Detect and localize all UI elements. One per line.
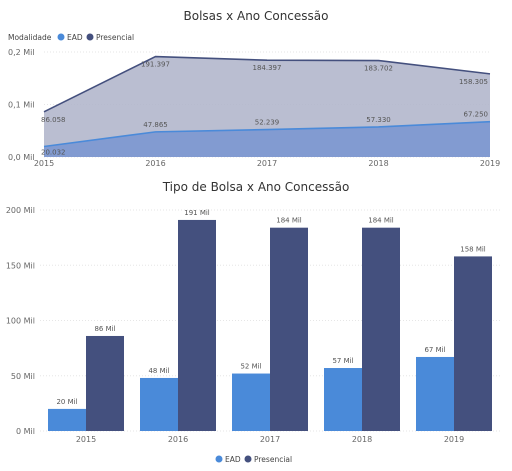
chart1-legend-title: Modalidade <box>8 33 52 42</box>
chart1-data-label-ead: 52.239 <box>255 119 280 127</box>
chart2-y-tick: 200 Mil <box>6 206 35 215</box>
chart2-y-tick: 150 Mil <box>6 261 35 270</box>
chart2-x-tick: 2018 <box>352 435 372 444</box>
chart2-data-label-presencial: 191 Mil <box>184 209 210 217</box>
chart2-legend-ead-marker <box>216 456 223 463</box>
chart2-legend-presencial-marker <box>245 456 252 463</box>
chart1-data-label-ead: 47.865 <box>143 121 168 129</box>
chart2-bar-presencial <box>178 220 216 431</box>
chart1-legend-ead: EAD <box>67 33 83 42</box>
chart2-y-tick: 50 Mil <box>11 372 35 381</box>
chart2-data-label-presencial: 184 Mil <box>368 217 394 225</box>
chart1-x-tick: 2016 <box>145 159 165 168</box>
chart2-legend-presencial: Presencial <box>254 455 292 464</box>
chart2-data-label-ead: 67 Mil <box>424 346 445 354</box>
chart1-title: Bolsas x Ano Concessão <box>184 9 329 23</box>
chart1-data-label-presencial: 191.397 <box>141 61 170 69</box>
chart2-y-tick: 0 Mil <box>16 427 35 436</box>
chart1-data-label-ead: 67.250 <box>464 111 489 119</box>
chart1-legend-presencial-marker <box>87 34 94 41</box>
chart2-data-label-ead: 57 Mil <box>332 357 353 365</box>
chart2-bar-ead <box>232 374 270 431</box>
chart2-bar-presencial <box>86 336 124 431</box>
chart2-bar-presencial <box>362 228 400 431</box>
chart1-x-tick: 2018 <box>368 159 388 168</box>
chart1-y-tick: 0,1 Mil <box>8 101 35 110</box>
chart1-data-label-presencial: 86.058 <box>41 116 66 124</box>
chart2-title: Tipo de Bolsa x Ano Concessão <box>162 180 350 194</box>
chart2-legend-ead: EAD <box>225 455 241 464</box>
chart1-data-label-ead: 20.032 <box>41 148 66 156</box>
chart2-bar-ead <box>48 409 86 431</box>
chart2-x-tick: 2015 <box>76 435 96 444</box>
chart1-data-label-ead: 57.330 <box>366 116 391 124</box>
chart1-legend-ead-marker <box>58 34 65 41</box>
chart2-data-label-ead: 52 Mil <box>240 363 261 371</box>
chart1-x-tick: 2017 <box>257 159 277 168</box>
chart2-bar-ead <box>140 378 178 431</box>
chart2-x-tick: 2019 <box>444 435 464 444</box>
chart2-data-label-presencial: 184 Mil <box>276 217 302 225</box>
chart2-data-label-ead: 20 Mil <box>56 398 77 406</box>
chart1-data-label-presencial: 184.397 <box>253 64 282 72</box>
chart1-y-tick: 0,0 Mil <box>8 153 35 162</box>
chart2-data-label-presencial: 86 Mil <box>94 325 115 333</box>
chart1-data-label-presencial: 183.702 <box>364 65 393 73</box>
chart2-bar-ead <box>324 368 362 431</box>
chart2-data-label-presencial: 158 Mil <box>460 245 486 253</box>
chart1-x-tick: 2019 <box>480 159 500 168</box>
chart1-legend-presencial: Presencial <box>96 33 134 42</box>
chart2-bar-presencial <box>454 256 492 431</box>
chart2-data-label-ead: 48 Mil <box>148 367 169 375</box>
chart1-y-tick: 0,2 Mil <box>8 48 35 57</box>
chart2-x-tick: 2017 <box>260 435 280 444</box>
chart2-bar-ead <box>416 357 454 431</box>
chart2-bar-presencial <box>270 228 308 431</box>
chart1-data-label-presencial: 158.305 <box>459 78 488 86</box>
chart1-x-tick: 2015 <box>34 159 54 168</box>
chart2-y-tick: 100 Mil <box>6 317 35 326</box>
chart2-x-tick: 2016 <box>168 435 188 444</box>
